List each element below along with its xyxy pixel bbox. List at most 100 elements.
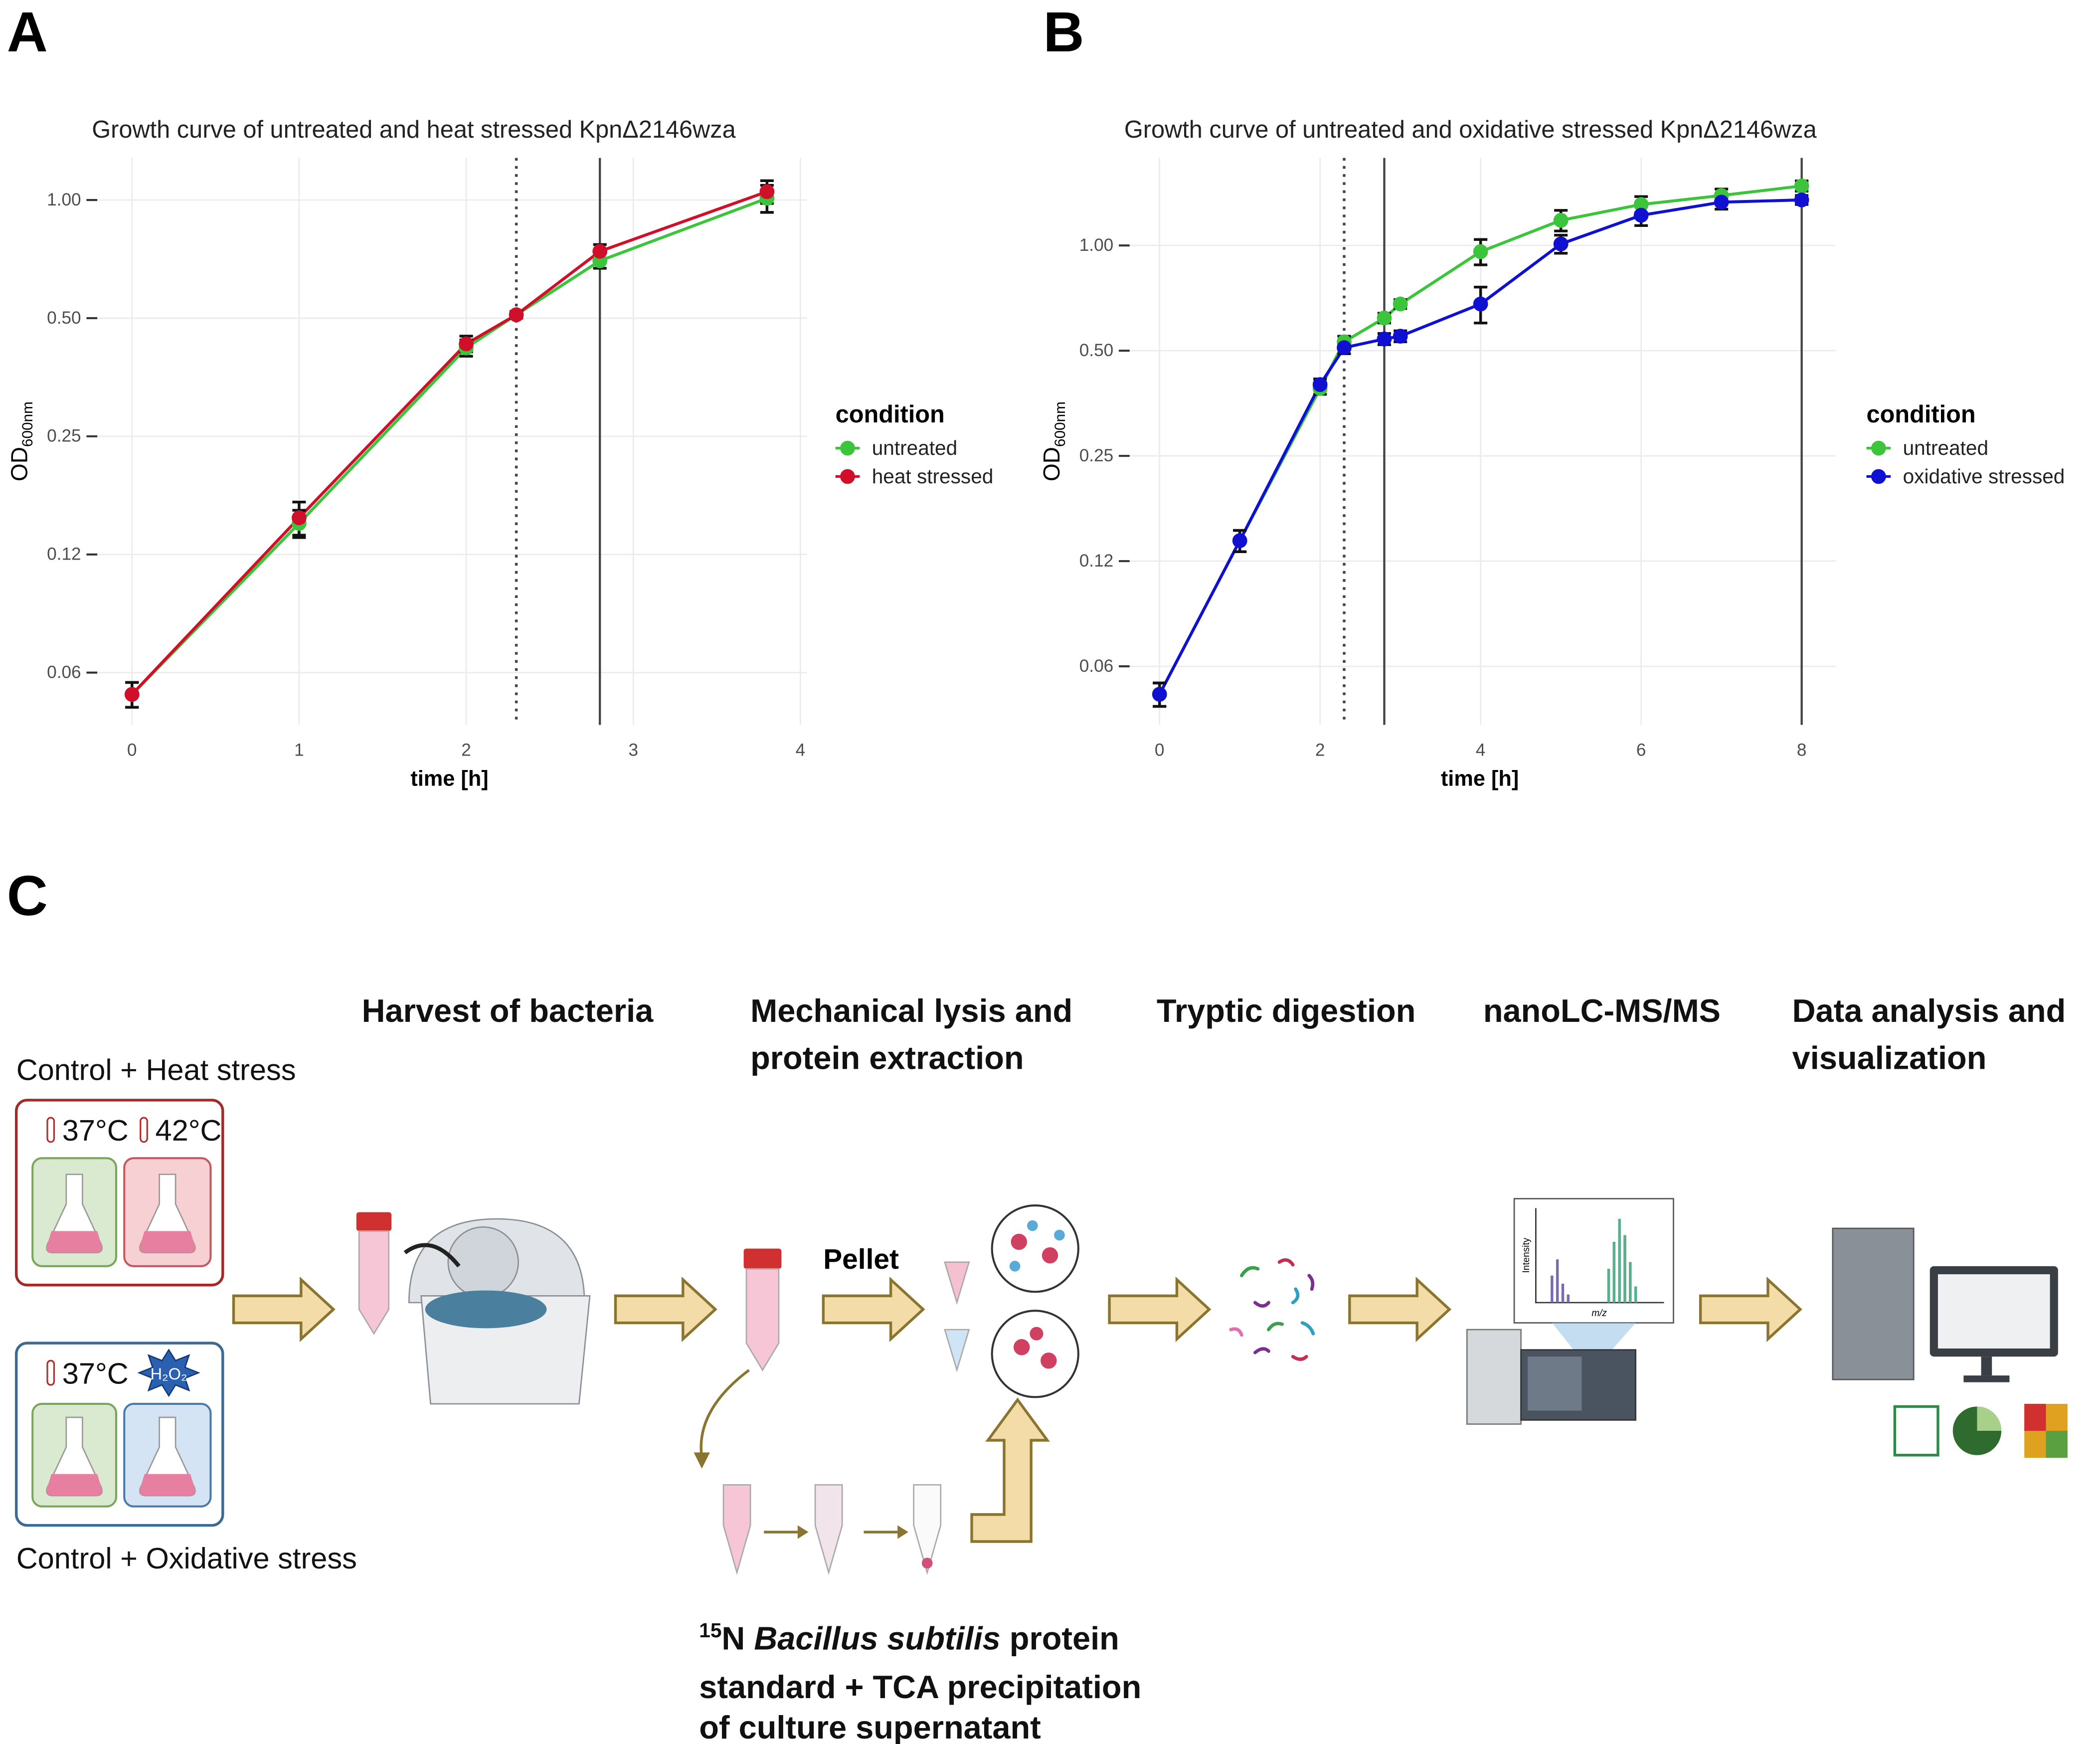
tube — [913, 1484, 942, 1575]
series-line — [131, 196, 768, 696]
computer-tower — [1832, 1227, 1915, 1380]
protein — [1013, 1339, 1030, 1356]
pellet-label: Pellet — [823, 1244, 899, 1275]
arrow — [822, 1276, 925, 1343]
arrow-head — [897, 1525, 908, 1539]
protein — [1030, 1327, 1044, 1341]
legend-title: condition — [836, 401, 945, 428]
standard-label: 15N Bacillus subtilis protein — [699, 1619, 1119, 1656]
step-title: nanoLC-MS/MS — [1483, 992, 1721, 1029]
tube — [722, 1484, 751, 1575]
data-point — [1473, 244, 1488, 259]
group-label: Control + Heat stress — [16, 1053, 296, 1086]
data-point — [509, 307, 524, 323]
data-point — [1714, 194, 1729, 210]
text-part: N — [721, 1620, 754, 1657]
legend-label: heat stressed — [872, 465, 994, 488]
flask-liquid — [140, 1474, 195, 1496]
arrow — [1348, 1276, 1452, 1343]
spectrum-axes — [1535, 1208, 1664, 1304]
protein — [1042, 1247, 1058, 1264]
temperature: 37°C — [62, 1114, 129, 1147]
centrifuge-rotor — [447, 1226, 519, 1298]
protein — [1054, 1229, 1065, 1241]
tube-cap — [356, 1212, 392, 1231]
arrow — [1108, 1276, 1212, 1343]
thermometer — [46, 1117, 55, 1143]
legend-label: untreated — [1903, 436, 1988, 459]
curved-arrow — [700, 1369, 750, 1458]
x-tick-label: 4 — [1476, 741, 1486, 760]
data-point — [1232, 533, 1247, 549]
x-tick-label: 2 — [461, 741, 471, 760]
workflow: Harvest of bacteria Mechanical lysis and… — [14, 992, 2068, 1744]
tube — [745, 1268, 780, 1371]
x-tick-label: 0 — [127, 741, 137, 760]
x-tick-label: 4 — [796, 741, 806, 760]
x-tick-label: 6 — [1636, 741, 1646, 760]
data-point — [592, 244, 608, 259]
y-tick-label: 0.50 — [1079, 341, 1113, 360]
superscript: 15 — [699, 1619, 721, 1642]
x-tick-label: 3 — [628, 741, 638, 760]
thermometer — [46, 1359, 55, 1386]
legend-title: condition — [1867, 401, 1976, 428]
spreadsheet-icon — [1893, 1405, 1939, 1457]
arrow-head — [694, 1452, 710, 1469]
data-point — [1473, 296, 1488, 312]
data-point — [1337, 340, 1352, 356]
tube — [814, 1484, 843, 1575]
data-point — [459, 336, 474, 352]
data-point — [759, 184, 775, 199]
y-axis-label: OD600nm — [1039, 401, 1068, 481]
panel-label: B — [1043, 0, 1084, 64]
flask-liquid — [46, 1474, 102, 1496]
data-point — [1377, 331, 1392, 347]
series-line — [131, 190, 768, 696]
protein — [1011, 1233, 1027, 1250]
legend-marker — [840, 469, 855, 484]
monitor-stand — [1981, 1356, 1992, 1376]
x-axis-label: time [h] — [410, 767, 488, 790]
arrow-head — [797, 1525, 809, 1539]
arrow — [614, 1276, 717, 1343]
y-axis-label-main: OD — [6, 447, 32, 481]
x-tick-label: 1 — [294, 741, 304, 760]
legend-marker — [1871, 440, 1886, 456]
standard-label: standard + TCA precipitation — [699, 1669, 1141, 1705]
protein — [1027, 1220, 1038, 1231]
beam — [1552, 1323, 1636, 1357]
data-point — [1633, 197, 1649, 212]
y-axis-label-main: OD — [1039, 447, 1064, 481]
legend-marker — [1871, 469, 1886, 484]
y-tick-label: 0.06 — [1079, 656, 1113, 676]
pie-icon — [1977, 1406, 2002, 1431]
small-tube — [944, 1261, 970, 1305]
data-point — [1633, 207, 1649, 223]
data-point — [291, 510, 307, 526]
curved-arrow — [403, 1243, 461, 1268]
chart-title: Growth curve of untreated and heat stres… — [92, 116, 736, 143]
data-point — [1393, 296, 1408, 312]
spectrum-peaks — [1607, 1219, 1637, 1303]
arrow — [1699, 1276, 1802, 1343]
monitor-stand — [1963, 1375, 2010, 1382]
flask-liquid — [46, 1231, 102, 1253]
zoom-circle — [991, 1310, 1079, 1398]
thermometer — [140, 1117, 148, 1143]
y-tick-label: 0.25 — [47, 426, 81, 446]
arrow — [970, 1397, 1050, 1543]
panel-label: C — [7, 864, 48, 928]
text-part: protein — [1001, 1620, 1119, 1657]
temperature: 42°C — [155, 1114, 221, 1147]
standard-label: of culture supernatant — [699, 1709, 1041, 1744]
data-point — [1794, 178, 1809, 194]
y-axis-label-sub: 600nm — [1052, 401, 1068, 447]
y-tick-label: 0.50 — [47, 308, 81, 328]
data-point — [1152, 687, 1167, 702]
panel-label: A — [7, 0, 48, 64]
y-axis-label: OD600nm — [6, 401, 36, 481]
step-title: Harvest of bacteria — [362, 992, 654, 1029]
